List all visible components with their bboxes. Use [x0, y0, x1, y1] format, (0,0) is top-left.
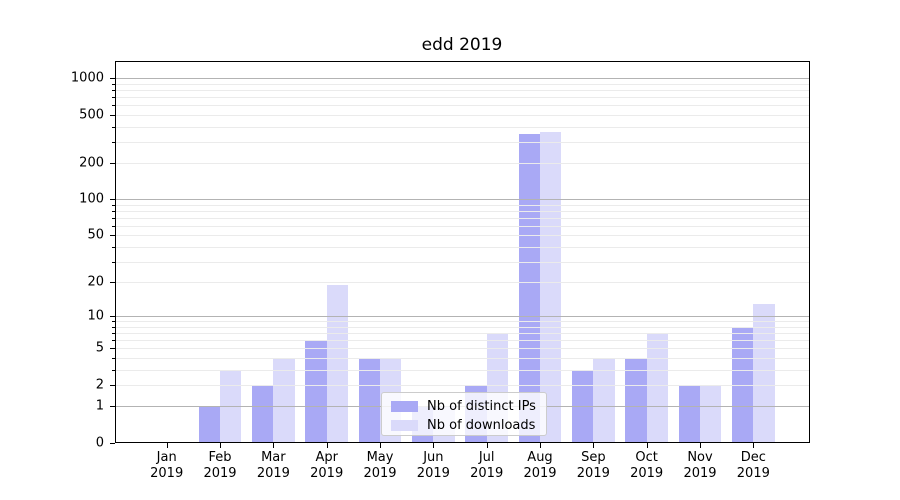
y-tick-label: 5	[95, 340, 104, 356]
x-tick-label-year: 2019	[203, 466, 237, 481]
y-tick-label: 0	[95, 435, 104, 451]
y-tick-label: 1	[95, 398, 104, 414]
x-tick-mark	[220, 443, 222, 448]
x-tick-label: Mar 2019	[233, 450, 313, 482]
y-tick-label: 2	[95, 377, 104, 393]
x-tick-mark	[700, 443, 701, 448]
y-tick-mark	[110, 443, 115, 444]
x-tick-label: Dec 2019	[713, 450, 793, 482]
y-tick-label: 500	[79, 107, 104, 123]
x-tick-label-year: 2019	[363, 466, 397, 481]
x-tick-label: Jun 2019	[393, 450, 473, 482]
x-tick-label: Aug 2019	[500, 450, 580, 482]
y-tick-label: 10	[87, 308, 104, 324]
x-tick-label-year: 2019	[736, 466, 770, 481]
x-tick-label-year: 2019	[416, 466, 450, 481]
x-tick-mark	[486, 443, 488, 448]
plot-area	[114, 61, 810, 443]
x-tick-label-year: 2019	[683, 466, 717, 481]
x-tick-mark	[326, 443, 328, 448]
x-tick-mark	[166, 443, 168, 448]
legend: Nb of distinct IPs Nb of downloads	[381, 391, 547, 436]
x-tick-mark	[540, 443, 541, 448]
x-tick-mark	[380, 443, 382, 448]
x-tick-mark	[646, 443, 648, 448]
x-tick-label: Oct 2019	[607, 450, 687, 482]
legend-label-downloads: Nb of downloads	[427, 418, 536, 433]
x-tick-label-year: 2019	[150, 466, 184, 481]
x-tick-label-year: 2019	[310, 466, 344, 481]
x-tick-label: Apr 2019	[287, 450, 367, 482]
x-tick-mark	[593, 443, 595, 448]
x-tick-mark	[753, 443, 755, 448]
x-tick-label: May 2019	[340, 450, 420, 482]
x-tick-mark	[433, 443, 435, 448]
x-tick-label-year: 2019	[630, 466, 664, 481]
y-tick-label: 1000	[70, 70, 104, 86]
chart-title: edd 2019	[421, 35, 503, 55]
x-tick-label-year: 2019	[523, 466, 557, 481]
y-tick-label: 200	[79, 155, 104, 171]
x-tick-label-year: 2019	[576, 466, 610, 481]
y-tick-label: 20	[87, 274, 104, 290]
x-tick-label: Feb 2019	[180, 450, 260, 482]
legend-entry-downloads: Nb of downloads	[391, 418, 538, 434]
x-tick-label: Jul 2019	[447, 450, 527, 482]
legend-swatch-distinct-ips	[391, 401, 418, 412]
y-tick-label: 50	[87, 227, 104, 243]
x-tick-label: Sep 2019	[553, 450, 633, 482]
x-tick-mark	[273, 443, 275, 448]
x-tick-label: Jan 2019	[127, 450, 207, 482]
y-tick-label: 100	[79, 191, 104, 207]
x-tick-label-year: 2019	[470, 466, 504, 481]
legend-entry-distinct-ips: Nb of distinct IPs	[391, 399, 538, 415]
x-tick-label: Nov 2019	[660, 450, 740, 482]
legend-label-distinct-ips: Nb of distinct IPs	[427, 399, 536, 414]
legend-swatch-downloads	[391, 420, 418, 431]
x-tick-label-year: 2019	[256, 466, 290, 481]
